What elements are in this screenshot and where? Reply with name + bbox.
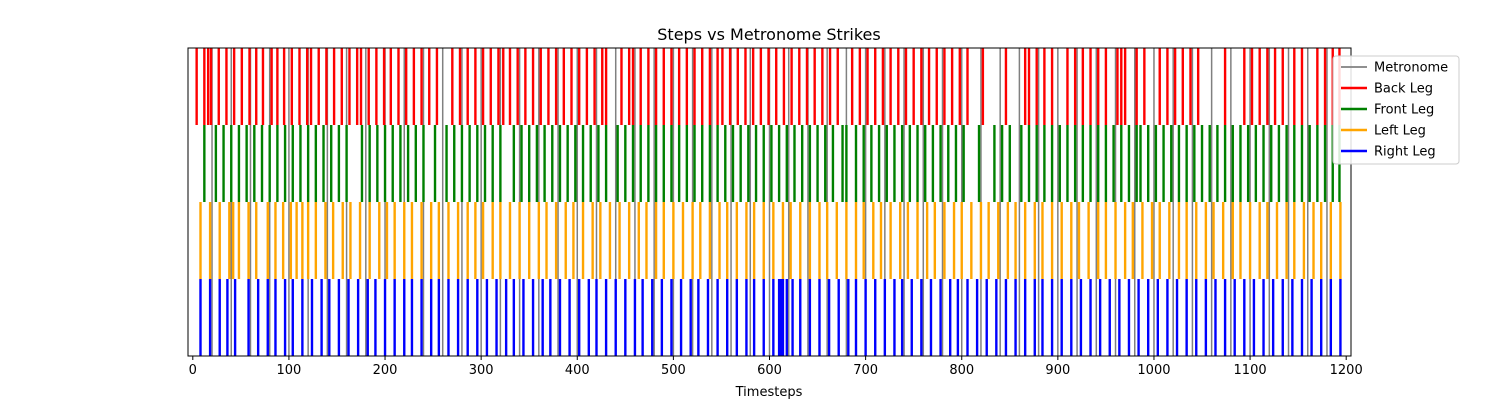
x-tick-label: 700	[853, 363, 878, 378]
x-axis: 0 100 200 300 400 500 600 700 800 900 1000 1100 1200	[189, 356, 1363, 378]
x-tick-label: 1200	[1330, 363, 1363, 378]
events-layer	[195, 48, 1342, 356]
x-tick-label: 800	[949, 363, 974, 378]
legend-label: Right Leg	[1374, 145, 1436, 160]
legend-box	[1332, 55, 1460, 165]
legend-label: Left Leg	[1374, 124, 1426, 139]
x-tick-label: 0	[189, 363, 197, 378]
x-tick-label: 1100	[1234, 363, 1267, 378]
x-tick-label: 100	[277, 363, 302, 378]
x-tick-label: 900	[1045, 363, 1070, 378]
legend-label: Metronome	[1374, 61, 1448, 76]
legend-label: Front Leg	[1374, 103, 1434, 118]
legend-label: Back Leg	[1374, 82, 1433, 97]
x-axis-label: Timesteps	[735, 385, 803, 400]
legend: Metronome Back Leg Front Leg Left Leg Right …	[1332, 55, 1460, 165]
x-tick-label: 400	[565, 363, 590, 378]
x-tick-label: 200	[373, 363, 398, 378]
chart-title: Steps vs Metronome Strikes	[657, 25, 880, 44]
x-tick-label: 1000	[1137, 363, 1170, 378]
x-tick-label: 500	[661, 363, 686, 378]
x-tick-label: 600	[757, 363, 782, 378]
x-tick-label: 300	[469, 363, 494, 378]
